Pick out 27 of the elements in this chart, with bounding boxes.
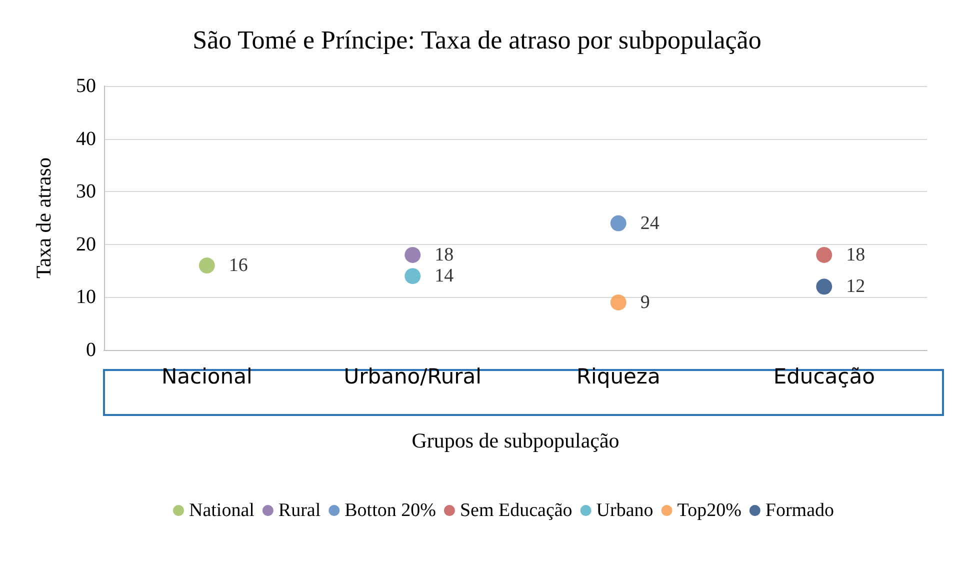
chart-title: São Tomé e Príncipe: Taxa de atraso por subpopulação [192,26,762,54]
legend-label: Formado [765,500,834,521]
y-tick-label: 0 [86,339,96,361]
data-label: 16 [228,255,248,276]
x-tick-label: Nacional [161,364,252,388]
data-label: 14 [434,266,454,287]
legend-label: Rural [278,500,321,521]
x-axis-title: Grupos de subpopulação [412,428,620,452]
legend-label: Botton 20% [344,500,436,521]
y-tick-label: 40 [76,128,96,150]
x-tick-label: Educação [773,364,875,388]
legend-label: Urbano [596,500,654,521]
legend-label: Sem Educação [460,500,572,521]
y-tick-label: 10 [76,286,96,308]
legend-label: National [189,500,254,521]
x-tick-label: Riqueza [576,364,660,388]
y-axis-title: Taxa de atraso [32,158,56,278]
data-label: 12 [846,276,866,298]
data-label: 24 [640,212,660,234]
legend-label: Top20% [677,500,742,521]
data-label: 9 [640,292,650,313]
y-tick-label: 20 [76,233,96,256]
y-tick-label: 30 [76,180,96,203]
y-tick-label: 50 [76,75,96,97]
data-label: 18 [434,244,454,266]
data-label: 18 [846,244,866,266]
x-tick-label: Urbano/Rural [344,364,482,388]
